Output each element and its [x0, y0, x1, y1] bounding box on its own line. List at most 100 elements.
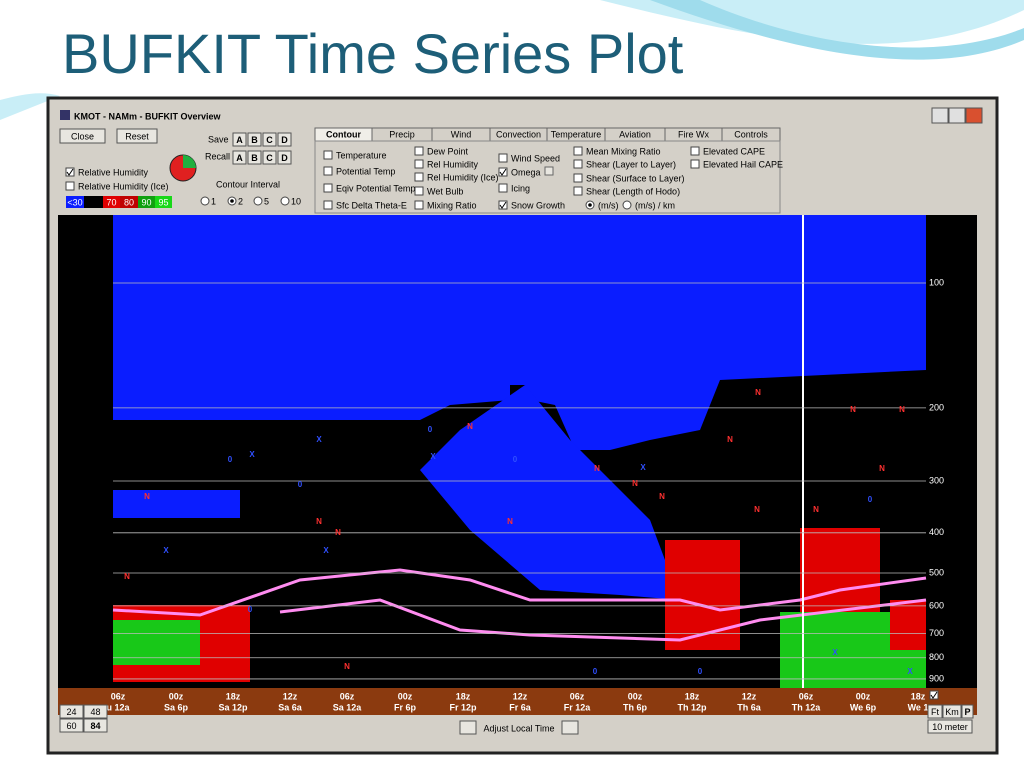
- save-slot-label: C: [266, 135, 273, 145]
- plot-marker: N: [754, 505, 760, 514]
- time-local-label: Sa 12a: [333, 702, 363, 712]
- reset-button-label: Reset: [125, 131, 149, 141]
- recall-slot[interactable]: [277, 150, 292, 165]
- time-utc-label: 06z: [111, 691, 126, 701]
- radio[interactable]: [280, 196, 290, 206]
- checkbox-label: Relative Humidity (Ice): [78, 181, 169, 191]
- checkbox[interactable]: [498, 183, 508, 193]
- tab-label: Controls: [734, 129, 768, 139]
- option-label: Mixing Ratio: [427, 200, 477, 210]
- omega-button[interactable]: [544, 166, 554, 176]
- plot-marker: X: [249, 450, 255, 459]
- tab-label: Wind: [451, 129, 472, 139]
- checkbox[interactable]: [573, 173, 583, 183]
- time-utc-label: 12z: [513, 691, 528, 701]
- checkbox[interactable]: [323, 183, 333, 193]
- radio[interactable]: [622, 200, 632, 210]
- checkbox[interactable]: [414, 146, 424, 156]
- plot-marker: N: [727, 435, 733, 444]
- checkbox[interactable]: [65, 167, 75, 177]
- option-label: Temperature: [336, 150, 387, 160]
- plot-marker: N: [316, 517, 322, 526]
- time-forward-button[interactable]: [561, 720, 579, 735]
- checkbox[interactable]: [929, 690, 939, 700]
- close-window-button[interactable]: [965, 107, 983, 124]
- time-local-label: Sa 6p: [164, 702, 189, 712]
- plot-marker: X: [316, 435, 322, 444]
- plot-marker: N: [144, 492, 150, 501]
- checkbox[interactable]: [414, 159, 424, 169]
- plot-humidity-low: [420, 385, 680, 600]
- checkbox[interactable]: [573, 159, 583, 169]
- plot-marker: N: [879, 464, 885, 473]
- save-slot[interactable]: [262, 132, 277, 147]
- plot-marker: N: [124, 572, 130, 581]
- unit-button[interactable]: [927, 704, 943, 719]
- time-utc-label: 06z: [570, 691, 585, 701]
- checkbox[interactable]: [498, 153, 508, 163]
- checkbox[interactable]: [323, 166, 333, 176]
- time-utc-label: 18z: [226, 691, 241, 701]
- save-slot[interactable]: [232, 132, 247, 147]
- height-button[interactable]: [927, 719, 973, 734]
- hours-button[interactable]: [59, 718, 84, 733]
- hours-button[interactable]: [83, 718, 108, 733]
- time-local-label: Th 6a: [737, 702, 762, 712]
- plot-marker: N: [813, 505, 819, 514]
- checkbox[interactable]: [498, 200, 508, 210]
- hours-button[interactable]: [83, 704, 108, 719]
- time-local-label: Fr 6a: [509, 702, 532, 712]
- pressure-label: 900: [929, 673, 944, 683]
- unit-label: (m/s): [598, 200, 619, 210]
- minimize-button[interactable]: [931, 107, 949, 124]
- checkbox[interactable]: [65, 181, 75, 191]
- save-slot[interactable]: [247, 132, 262, 147]
- hours-button[interactable]: [59, 704, 84, 719]
- checkbox[interactable]: [690, 159, 700, 169]
- check-mark: [499, 201, 507, 209]
- time-utc-label: 18z: [685, 691, 700, 701]
- radio[interactable]: [200, 196, 210, 206]
- checkbox[interactable]: [690, 146, 700, 156]
- save-slot[interactable]: [277, 132, 292, 147]
- option-label: Wind Speed: [511, 153, 560, 163]
- interval-label: 5: [264, 196, 269, 206]
- radio-dot: [230, 199, 234, 203]
- plot-marker: 0: [228, 455, 233, 464]
- close-button[interactable]: [59, 128, 106, 144]
- plot-marker: X: [323, 546, 329, 555]
- unit-button[interactable]: [961, 704, 974, 719]
- option-label: Snow Growth: [511, 200, 565, 210]
- checkbox[interactable]: [498, 167, 508, 177]
- recall-label: Recall: [205, 151, 230, 161]
- plot-marker: N: [467, 422, 473, 431]
- checkbox[interactable]: [414, 172, 424, 182]
- time-local-label: Sa 6a: [278, 702, 303, 712]
- recall-slot[interactable]: [247, 150, 262, 165]
- checkbox[interactable]: [414, 186, 424, 196]
- maximize-button[interactable]: [948, 107, 966, 124]
- plot-marker: 0: [428, 425, 433, 434]
- checkbox[interactable]: [323, 200, 333, 210]
- pressure-label: 100: [929, 277, 944, 287]
- contour-line: [112, 568, 927, 617]
- option-label: Elevated CAPE: [703, 146, 765, 156]
- checkbox[interactable]: [414, 200, 424, 210]
- plot-marker: 0: [248, 605, 253, 614]
- checkbox[interactable]: [573, 146, 583, 156]
- time-utc-label: 06z: [340, 691, 355, 701]
- plot-humidity-saturated: [113, 620, 200, 665]
- checkbox[interactable]: [323, 150, 333, 160]
- unit-button[interactable]: [942, 704, 962, 719]
- recall-slot[interactable]: [262, 150, 277, 165]
- swoosh: [650, 0, 1024, 60]
- check-mark: [499, 168, 507, 176]
- option-label: Shear (Layer to Layer): [586, 159, 676, 169]
- recall-slot[interactable]: [232, 150, 247, 165]
- legend-swatch: [120, 196, 138, 208]
- checkbox[interactable]: [573, 186, 583, 196]
- reset-button[interactable]: [116, 128, 158, 144]
- radio[interactable]: [253, 196, 263, 206]
- recall-slot-label: D: [281, 153, 288, 163]
- time-back-button[interactable]: [459, 720, 477, 735]
